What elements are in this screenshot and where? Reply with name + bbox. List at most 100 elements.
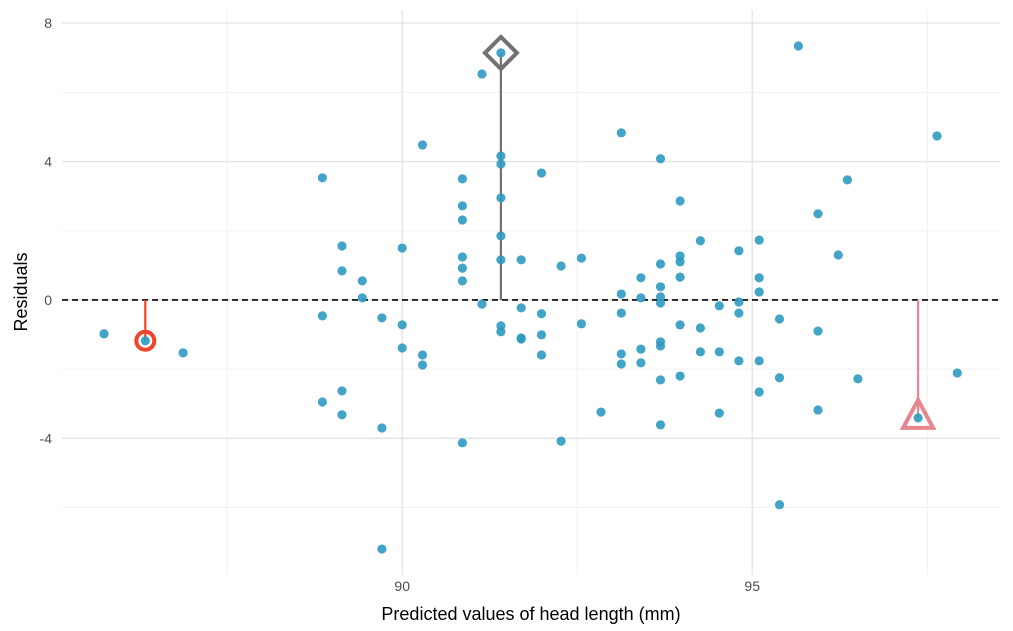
data-point bbox=[397, 320, 407, 330]
data-point bbox=[952, 368, 962, 378]
y-tick-label: 4 bbox=[44, 154, 52, 170]
data-point bbox=[99, 329, 109, 339]
data-point bbox=[754, 273, 764, 283]
data-point bbox=[695, 347, 706, 357]
data-point bbox=[496, 231, 506, 241]
data-point bbox=[536, 350, 547, 360]
data-point bbox=[536, 330, 547, 340]
data-point bbox=[675, 196, 685, 206]
data-point bbox=[754, 356, 764, 366]
data-point bbox=[397, 243, 407, 253]
y-tick-label: 0 bbox=[44, 292, 52, 308]
data-point bbox=[675, 371, 685, 381]
data-point bbox=[774, 500, 785, 510]
data-point bbox=[337, 266, 347, 276]
data-point bbox=[377, 544, 387, 554]
data-point bbox=[813, 209, 823, 219]
data-point bbox=[793, 41, 804, 51]
data-point bbox=[496, 327, 506, 337]
data-point bbox=[477, 299, 487, 309]
data-point bbox=[734, 297, 744, 307]
x-tick-label: 90 bbox=[394, 578, 410, 594]
data-point bbox=[496, 159, 506, 169]
data-point bbox=[357, 293, 367, 303]
data-point bbox=[596, 407, 606, 417]
data-point bbox=[556, 436, 566, 446]
data-point bbox=[734, 308, 744, 318]
data-point bbox=[675, 257, 685, 267]
highlight-markers bbox=[134, 34, 937, 430]
data-point bbox=[317, 397, 327, 407]
data-point bbox=[754, 387, 764, 397]
data-point bbox=[576, 253, 587, 263]
data-point bbox=[417, 350, 428, 360]
data-point bbox=[695, 323, 706, 333]
x-tick-label: 95 bbox=[744, 578, 760, 594]
y-axis-title: Residuals bbox=[11, 252, 31, 331]
data-point bbox=[477, 69, 487, 79]
data-point bbox=[853, 374, 863, 384]
data-point bbox=[496, 48, 506, 58]
data-point bbox=[655, 298, 666, 308]
data-point bbox=[655, 259, 666, 269]
data-point bbox=[655, 282, 666, 292]
data-point bbox=[496, 255, 506, 265]
data-point bbox=[337, 386, 347, 396]
data-point bbox=[140, 336, 150, 346]
data-point bbox=[754, 235, 764, 245]
data-point bbox=[932, 131, 942, 141]
data-point bbox=[616, 349, 626, 359]
data-point bbox=[397, 343, 407, 353]
data-point bbox=[714, 347, 724, 357]
data-point bbox=[337, 241, 347, 251]
data-point bbox=[516, 303, 526, 313]
data-point bbox=[457, 174, 467, 184]
data-point bbox=[417, 140, 428, 150]
highlight-diamond-marker bbox=[482, 34, 520, 72]
data-point bbox=[636, 358, 646, 368]
data-point bbox=[377, 423, 387, 433]
data-point bbox=[813, 326, 823, 336]
data-point bbox=[576, 319, 587, 329]
data-point bbox=[616, 128, 626, 138]
data-point bbox=[536, 309, 547, 319]
data-point bbox=[457, 276, 467, 286]
data-point bbox=[616, 359, 626, 369]
data-point bbox=[754, 287, 764, 297]
y-tick-label: 8 bbox=[44, 15, 52, 31]
data-point bbox=[616, 308, 626, 318]
y-tick-label: -4 bbox=[40, 430, 53, 446]
data-point bbox=[636, 344, 646, 354]
data-point bbox=[655, 341, 666, 351]
data-point bbox=[377, 313, 387, 323]
data-point bbox=[457, 438, 467, 448]
data-point bbox=[516, 334, 526, 344]
data-point bbox=[457, 201, 467, 211]
data-point bbox=[496, 193, 506, 203]
highlight-segments bbox=[144, 52, 920, 418]
data-point bbox=[178, 348, 188, 358]
data-point bbox=[457, 252, 467, 262]
data-point bbox=[734, 356, 744, 366]
x-axis-title: Predicted values of head length (mm) bbox=[381, 604, 680, 624]
data-point bbox=[774, 373, 785, 383]
data-point bbox=[842, 175, 853, 185]
points bbox=[99, 41, 962, 554]
data-point bbox=[357, 276, 367, 286]
data-point bbox=[833, 250, 843, 260]
data-point bbox=[417, 360, 428, 370]
data-point bbox=[655, 375, 666, 385]
data-point bbox=[317, 173, 327, 183]
highlight-triangle-marker bbox=[899, 395, 937, 430]
grid bbox=[62, 10, 1000, 575]
data-point bbox=[695, 236, 706, 246]
data-point bbox=[636, 273, 646, 283]
data-point bbox=[496, 151, 506, 161]
data-point bbox=[457, 215, 467, 225]
data-point bbox=[536, 168, 547, 178]
data-point bbox=[317, 311, 327, 321]
data-point bbox=[616, 289, 626, 299]
data-point bbox=[337, 410, 347, 420]
data-point bbox=[813, 405, 823, 415]
